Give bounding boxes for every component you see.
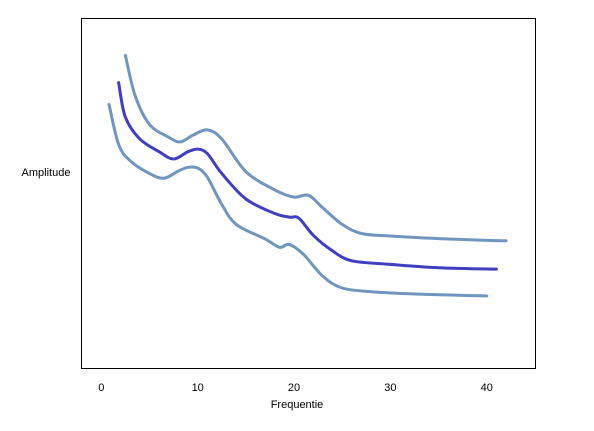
series-line-upper bbox=[123, 53, 508, 243]
x-tick-label: 30 bbox=[384, 382, 396, 394]
x-tick-label: 40 bbox=[481, 382, 493, 394]
x-tick-label: 0 bbox=[98, 382, 104, 394]
series-line-center bbox=[117, 81, 498, 271]
y-axis-label: Amplitude bbox=[22, 167, 71, 179]
series-line-lower bbox=[107, 102, 489, 298]
x-tick-label: 10 bbox=[192, 382, 204, 394]
plot-frame bbox=[81, 18, 536, 369]
x-tick-label: 20 bbox=[288, 382, 300, 394]
x-axis-label: Frequentie bbox=[271, 399, 324, 411]
x-axis-ticks: 0 10 20 30 40 bbox=[98, 382, 493, 394]
series-layer bbox=[107, 53, 508, 298]
